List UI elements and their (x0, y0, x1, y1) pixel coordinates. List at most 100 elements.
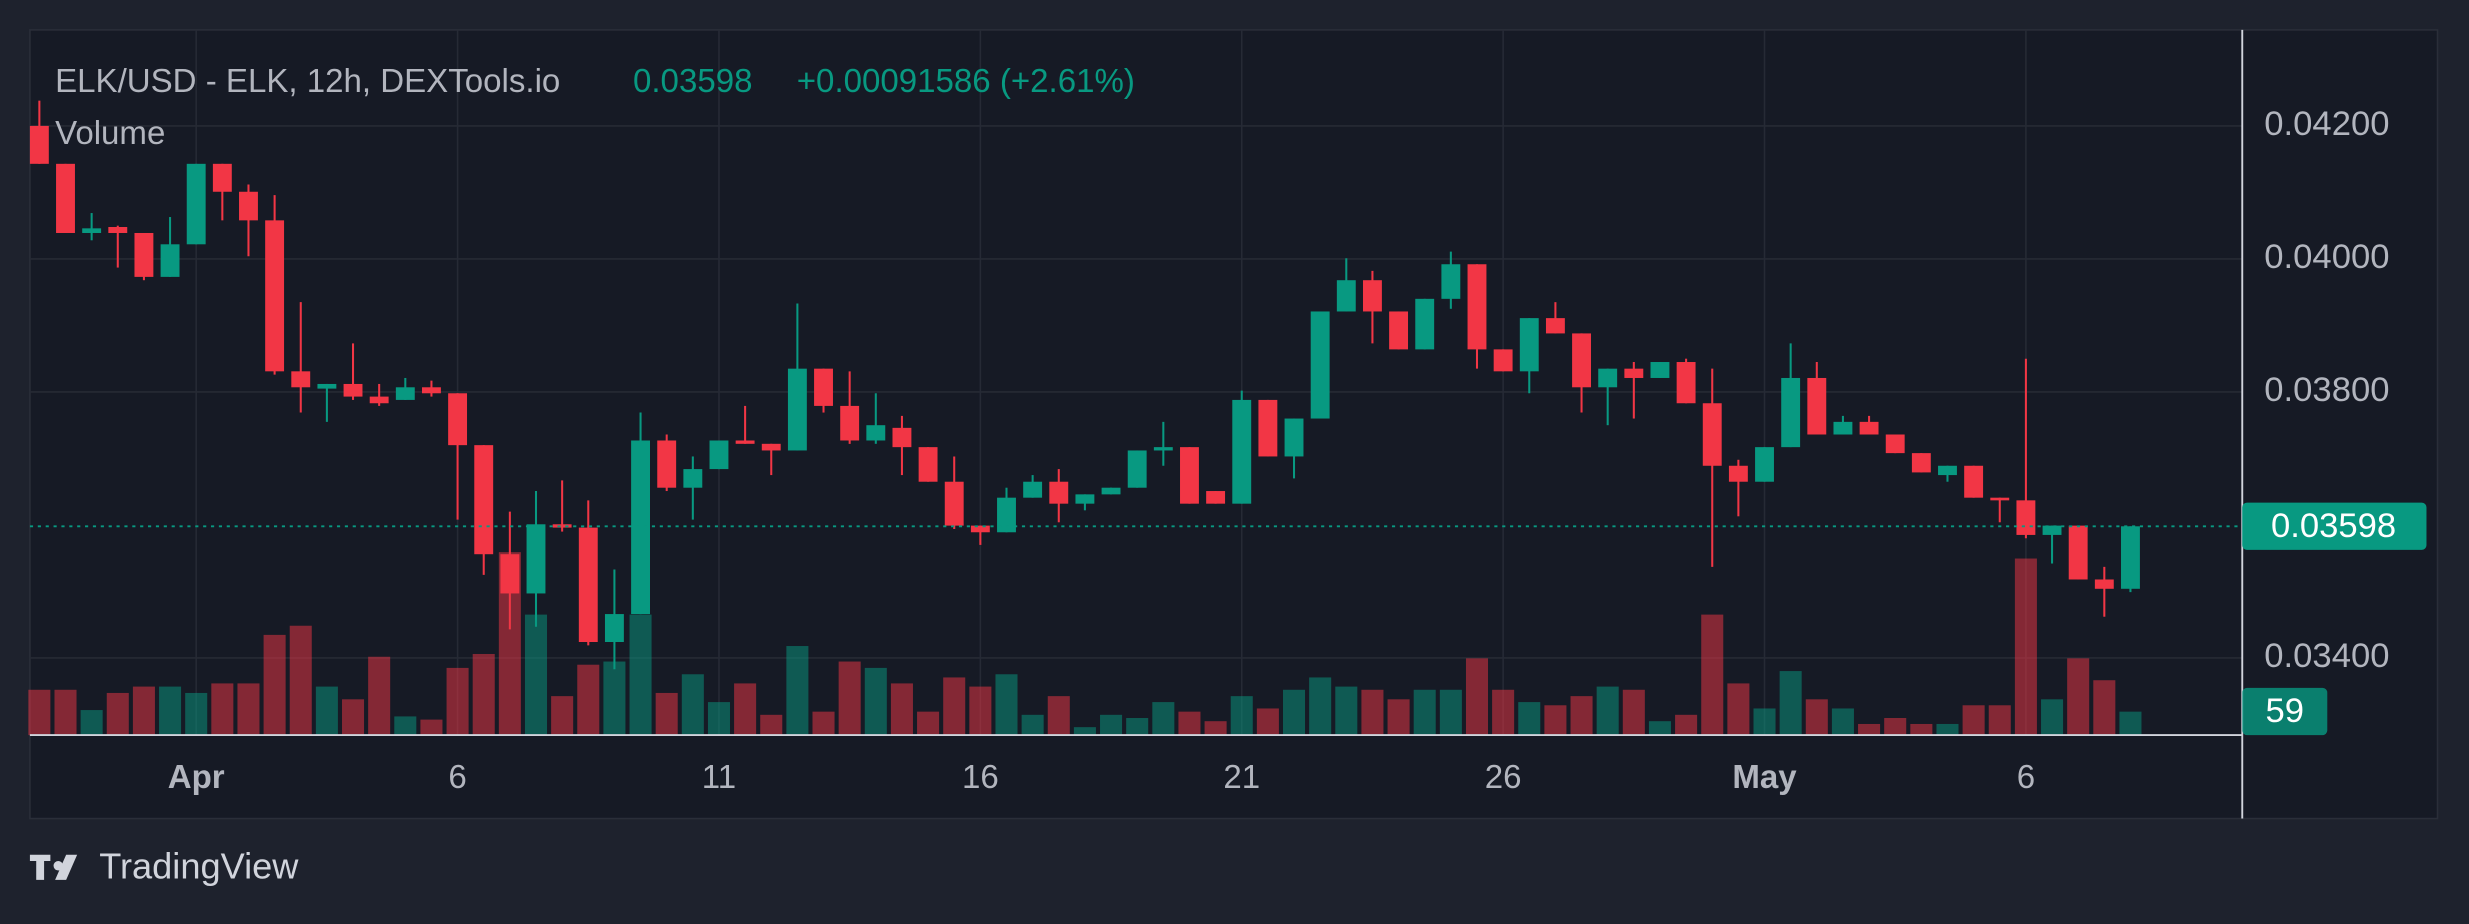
volume-bar (1648, 721, 1671, 736)
brand-name: TradingView (99, 845, 299, 886)
volume-bar (2119, 711, 2142, 736)
candle-body (56, 163, 75, 233)
volume-bar (1727, 683, 1750, 736)
chart-title: ELK/USD - ELK, 12h, DEXTools.io (55, 63, 560, 100)
volume-bar (420, 719, 443, 736)
volume-bar (211, 683, 234, 736)
candle-body (1415, 298, 1435, 350)
candle-body (395, 387, 415, 400)
candle-body (212, 163, 232, 192)
candle-body (29, 125, 49, 164)
volume-bar (1047, 696, 1070, 736)
volume-bar (1073, 727, 1096, 736)
candle-body (787, 368, 807, 451)
candle-body (1938, 465, 1957, 476)
candle-body (1180, 447, 1199, 504)
candle-body (1467, 264, 1487, 350)
volume-bar (1387, 699, 1410, 736)
volume-bar (132, 686, 155, 736)
candle-body (1833, 421, 1853, 435)
volume-bar (2014, 558, 2037, 736)
x-tick-label: 26 (1485, 759, 1522, 796)
candles (29, 100, 2140, 670)
candle-body (2121, 526, 2140, 589)
volume-bar (734, 683, 757, 736)
volume-bar (1622, 689, 1645, 736)
volume-bar (498, 552, 521, 736)
candle-body (1493, 349, 1513, 372)
volume-bar (1858, 723, 1881, 736)
candle-body (578, 527, 598, 643)
candle-body (1885, 434, 1905, 454)
volume-bar (524, 614, 548, 736)
axes: 0.03400 0.03800 0.04000 0.04200 Apr 6 11 16 21 26… (29, 105, 2427, 796)
volume-bar (1282, 689, 1306, 736)
volume-bar (1413, 689, 1436, 736)
volume-bar (890, 683, 913, 736)
volume-bar (969, 686, 992, 736)
candle-body (526, 524, 546, 594)
candle-body (1101, 487, 1121, 495)
candle-body (840, 405, 860, 441)
volume-bar (629, 614, 652, 736)
candle-body (1728, 465, 1748, 482)
candle-body (761, 443, 781, 451)
volume-bar (1596, 686, 1619, 736)
candle-body (1362, 280, 1382, 312)
candle-body (918, 447, 938, 482)
candle-body (1519, 318, 1539, 372)
volume-bar (1152, 702, 1175, 736)
volume-bar (2067, 658, 2090, 736)
candle-body (1075, 494, 1095, 504)
volume-bar (1936, 723, 1959, 736)
candle-body (1911, 453, 1931, 473)
candle-body (186, 163, 206, 245)
y-tick-label: 0.03400 (2264, 637, 2389, 675)
candle-body (2094, 579, 2114, 589)
volume-legend: Volume (55, 115, 165, 152)
candle-body (265, 220, 285, 372)
candle-body (1755, 447, 1774, 482)
candle-body (1807, 377, 1827, 435)
volume-bar (1100, 714, 1123, 736)
header-change: +0.00091586 (+2.61%) (797, 63, 1135, 100)
candle-body (944, 481, 964, 526)
volume-bar (1675, 714, 1698, 736)
volume-bar (368, 656, 391, 736)
volume-bar (185, 692, 208, 736)
volume-bar (1439, 689, 1462, 736)
volume-bar (1465, 658, 1489, 736)
candle-body (291, 371, 311, 388)
volume-bar (1126, 718, 1149, 736)
last-volume-tag (2242, 687, 2328, 736)
candle-body (1624, 368, 1644, 378)
volume-bar (472, 653, 495, 736)
volume-bar (1544, 705, 1567, 736)
candle-body (970, 525, 990, 533)
volume-bar (263, 634, 286, 736)
volume-bar (786, 646, 809, 736)
candle-body (82, 228, 102, 233)
candle-body (343, 383, 363, 397)
candle-body (2068, 525, 2088, 580)
last-price-tag (2242, 502, 2427, 550)
candle-body (474, 445, 494, 555)
candle-body (657, 440, 677, 488)
volume-bar (1204, 721, 1227, 736)
volume-bar (289, 625, 312, 736)
candle-body (735, 440, 755, 444)
candle-body (1127, 450, 1147, 488)
volume-bar (760, 714, 783, 736)
volume-bar (315, 686, 338, 736)
candle-body (108, 227, 128, 233)
candle-body (1153, 447, 1173, 451)
header-price: 0.03598 (633, 63, 752, 100)
candle-body (1859, 421, 1879, 435)
x-tick-label: May (1732, 759, 1797, 796)
volume-bar (1805, 699, 1828, 736)
volume-bar (1021, 714, 1044, 736)
y-tick-label: 0.03800 (2264, 371, 2389, 409)
candle-body (1049, 481, 1069, 504)
x-tick-label: 16 (962, 759, 999, 796)
